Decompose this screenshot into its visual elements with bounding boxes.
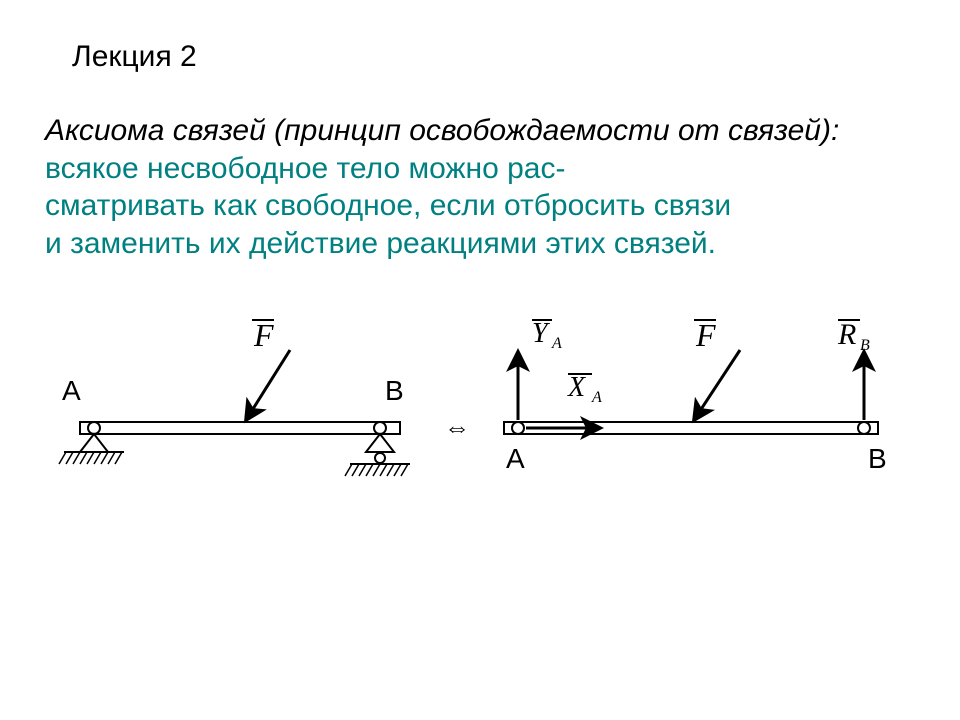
svg-text:A: A	[551, 335, 562, 352]
rb-label: R B	[837, 318, 870, 354]
left-force-f-label: F	[252, 317, 274, 353]
left-support-a	[59, 434, 124, 464]
right-hinge-b	[858, 422, 870, 434]
right-label-b: B	[868, 443, 887, 474]
right-hinge-a	[512, 422, 524, 434]
right-force-f-label: F	[694, 317, 716, 353]
body-paragraph: Аксиома связей (принцип освобождаемости …	[45, 112, 925, 262]
diagram-svg: F A B ⇔ Y A X	[40, 300, 920, 520]
left-force-f-arrow	[246, 350, 290, 420]
teal-line-2: и заменить их действие реакциями этих св…	[45, 227, 716, 260]
left-beam	[80, 422, 400, 434]
left-hinge-b	[374, 422, 386, 434]
right-diagram: Y A X A F R B A	[504, 317, 887, 474]
right-label-a: A	[506, 443, 525, 474]
ya-label: Y A	[532, 318, 562, 352]
svg-text:F: F	[695, 317, 716, 353]
left-support-b	[345, 434, 410, 476]
equiv-symbol: ⇔	[444, 412, 470, 442]
right-force-f-arrow	[694, 350, 740, 420]
svg-text:B: B	[860, 337, 870, 354]
svg-text:R: R	[837, 318, 856, 351]
page-title: Лекция 2	[72, 40, 197, 74]
teal-line-1: сматривать как свободное, если отбросить…	[45, 189, 731, 222]
svg-text:A: A	[591, 389, 602, 406]
svg-text:F: F	[253, 317, 274, 353]
left-label-b: B	[385, 375, 404, 406]
teal-line-0: всякое несвободное тело можно рас-	[45, 152, 565, 185]
left-hinge-a	[88, 422, 100, 434]
svg-text:X: X	[567, 372, 586, 403]
left-diagram: F A B	[59, 317, 410, 476]
left-label-a: A	[62, 375, 81, 406]
svg-text:Y: Y	[532, 318, 551, 349]
lead-text: Аксиома связей (принцип освобождаемости …	[45, 114, 839, 147]
xa-label: X A	[567, 372, 602, 406]
